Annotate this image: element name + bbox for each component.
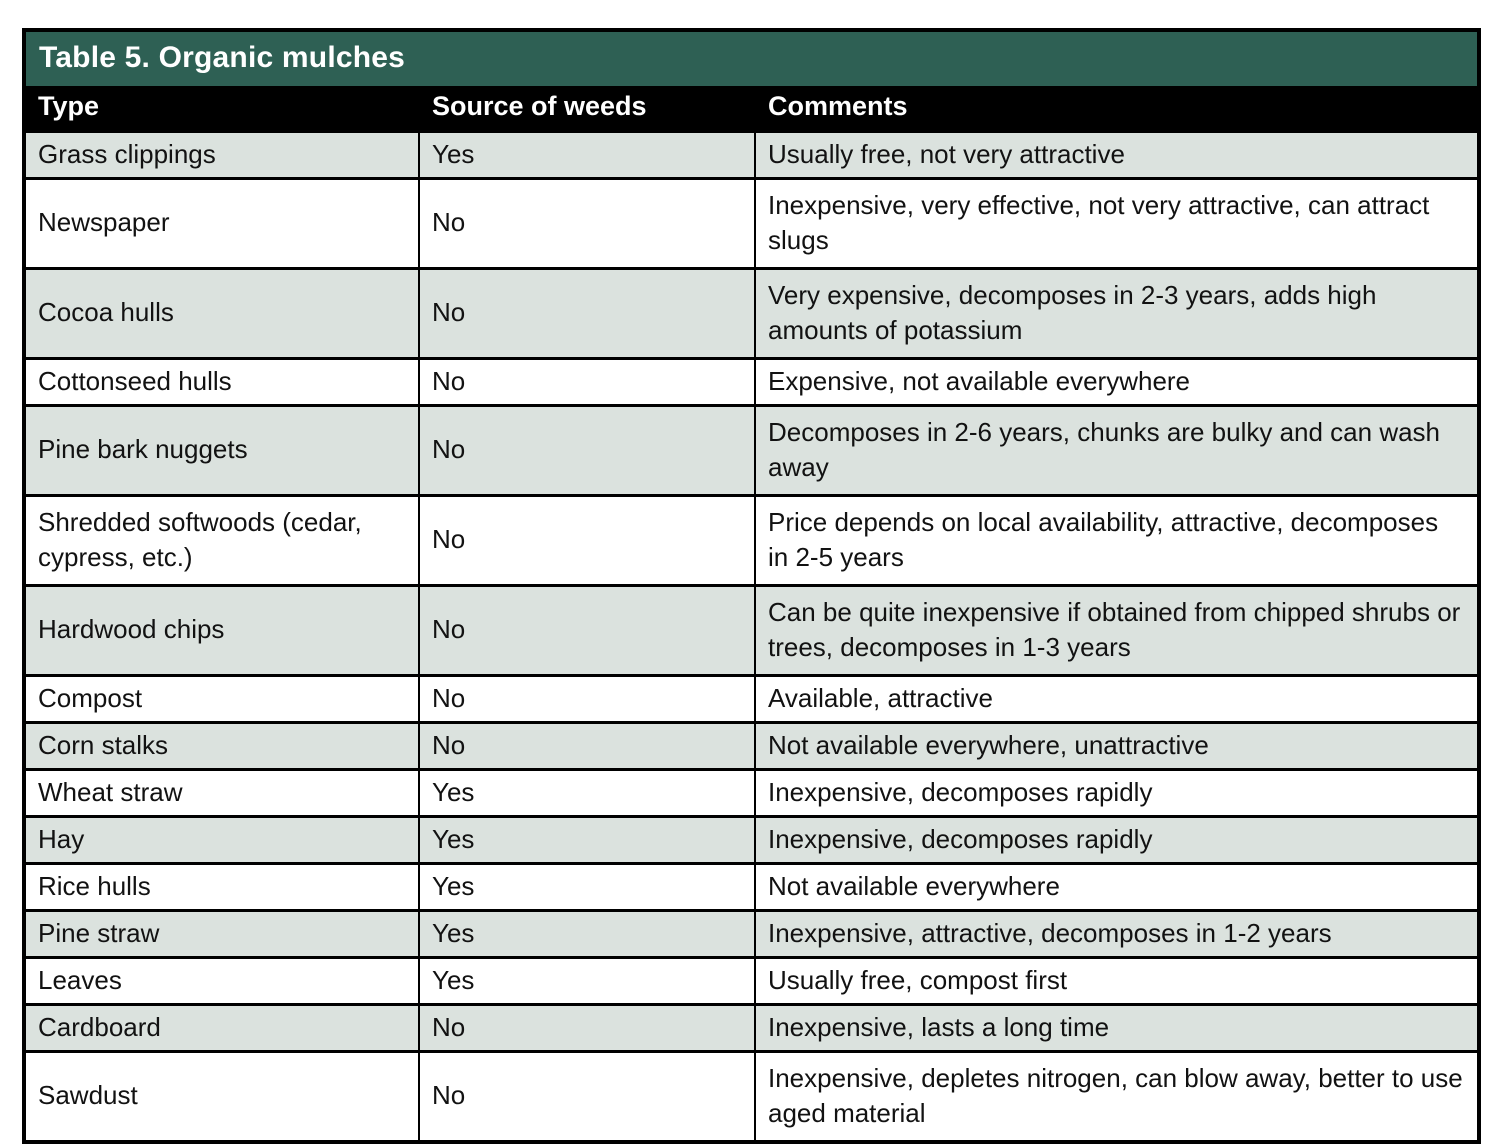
table-row: Cottonseed hulls No Expensive, not avail… <box>23 356 1481 407</box>
comments-cell: Usually free, not very attractive <box>753 129 1481 180</box>
column-header-source-of-weeds: Source of weeds <box>418 86 756 132</box>
source-of-weeds-cell: Yes <box>418 908 756 959</box>
comments-cell: Inexpensive, attractive, decomposes in 1… <box>753 908 1481 959</box>
source-of-weeds-cell: Yes <box>418 861 756 912</box>
type-cell: Corn stalks <box>23 720 420 771</box>
table-title-bar: Table 5. Organic mulches <box>22 29 1481 86</box>
type-cell: Hardwood chips <box>23 583 420 677</box>
table-row: Newspaper No Inexpensive, very effective… <box>23 176 1481 270</box>
table-header-row: Type Source of weeds Comments <box>23 86 1481 132</box>
comments-cell: Can be quite inexpensive if obtained fro… <box>753 583 1481 677</box>
source-of-weeds-cell: No <box>418 583 756 677</box>
type-cell: Pine straw <box>23 908 420 959</box>
table-row: Cocoa hulls No Very expensive, decompose… <box>23 266 1481 360</box>
comments-cell: Decomposes in 2-6 years, chunks are bulk… <box>753 403 1481 497</box>
comments-cell: Inexpensive, very effective, not very at… <box>753 176 1481 270</box>
table-row: Pine bark nuggets No Decomposes in 2-6 y… <box>23 403 1481 497</box>
comments-cell: Price depends on local availability, att… <box>753 493 1481 587</box>
table-row: Corn stalks No Not available everywhere,… <box>23 720 1481 771</box>
comments-cell: Inexpensive, decomposes rapidly <box>753 814 1481 865</box>
source-of-weeds-cell: Yes <box>418 955 756 1006</box>
source-of-weeds-cell: Yes <box>418 814 756 865</box>
type-cell: Sawdust <box>23 1049 420 1143</box>
table-row: Wheat straw Yes Inexpensive, decomposes … <box>23 767 1481 818</box>
table-row: Compost No Available, attractive <box>23 673 1481 724</box>
column-header-comments: Comments <box>753 86 1481 132</box>
type-cell: Cardboard <box>23 1002 420 1053</box>
source-of-weeds-cell: No <box>418 720 756 771</box>
type-cell: Leaves <box>23 955 420 1006</box>
table-row: Shredded softwoods (cedar, cypress, etc.… <box>23 493 1481 587</box>
comments-cell: Inexpensive, depletes nitrogen, can blow… <box>753 1049 1481 1143</box>
table-title: Table 5. Organic mulches <box>22 29 1481 86</box>
source-of-weeds-cell: No <box>418 403 756 497</box>
column-header-type: Type <box>23 86 420 132</box>
table-row: Cardboard No Inexpensive, lasts a long t… <box>23 1002 1481 1053</box>
organic-mulches-table: Table 5. Organic mulches Type Source of … <box>22 28 1482 1144</box>
type-cell: Compost <box>23 673 420 724</box>
comments-cell: Available, attractive <box>753 673 1481 724</box>
comments-cell: Inexpensive, decomposes rapidly <box>753 767 1481 818</box>
table-row: Leaves Yes Usually free, compost first <box>23 955 1481 1006</box>
type-cell: Newspaper <box>23 176 420 270</box>
type-cell: Pine bark nuggets <box>23 403 420 497</box>
source-of-weeds-cell: No <box>418 1002 756 1053</box>
type-cell: Hay <box>23 814 420 865</box>
source-of-weeds-cell: No <box>418 673 756 724</box>
comments-cell: Not available everywhere <box>753 861 1481 912</box>
comments-cell: Very expensive, decomposes in 2-3 years,… <box>753 266 1481 360</box>
table-row: Pine straw Yes Inexpensive, attractive, … <box>23 908 1481 959</box>
comments-cell: Usually free, compost first <box>753 955 1481 1006</box>
type-cell: Cocoa hulls <box>23 266 420 360</box>
source-of-weeds-cell: Yes <box>418 129 756 180</box>
type-cell: Rice hulls <box>23 861 420 912</box>
table-row: Grass clippings Yes Usually free, not ve… <box>23 129 1481 180</box>
type-cell: Wheat straw <box>23 767 420 818</box>
source-of-weeds-cell: No <box>418 266 756 360</box>
source-of-weeds-cell: No <box>418 356 756 407</box>
comments-cell: Expensive, not available everywhere <box>753 356 1481 407</box>
table-row: Sawdust No Inexpensive, depletes nitroge… <box>23 1049 1481 1143</box>
type-cell: Grass clippings <box>23 129 420 180</box>
organic-mulches-table-container: Table 5. Organic mulches Type Source of … <box>22 28 1482 1144</box>
table-row: Hay Yes Inexpensive, decomposes rapidly <box>23 814 1481 865</box>
type-cell: Cottonseed hulls <box>23 356 420 407</box>
source-of-weeds-cell: No <box>418 176 756 270</box>
table-row: Hardwood chips No Can be quite inexpensi… <box>23 583 1481 677</box>
source-of-weeds-cell: No <box>418 493 756 587</box>
comments-cell: Inexpensive, lasts a long time <box>753 1002 1481 1053</box>
source-of-weeds-cell: Yes <box>418 767 756 818</box>
table-row: Rice hulls Yes Not available everywhere <box>23 861 1481 912</box>
comments-cell: Not available everywhere, unattractive <box>753 720 1481 771</box>
type-cell: Shredded softwoods (cedar, cypress, etc.… <box>23 493 420 587</box>
source-of-weeds-cell: No <box>418 1049 756 1143</box>
